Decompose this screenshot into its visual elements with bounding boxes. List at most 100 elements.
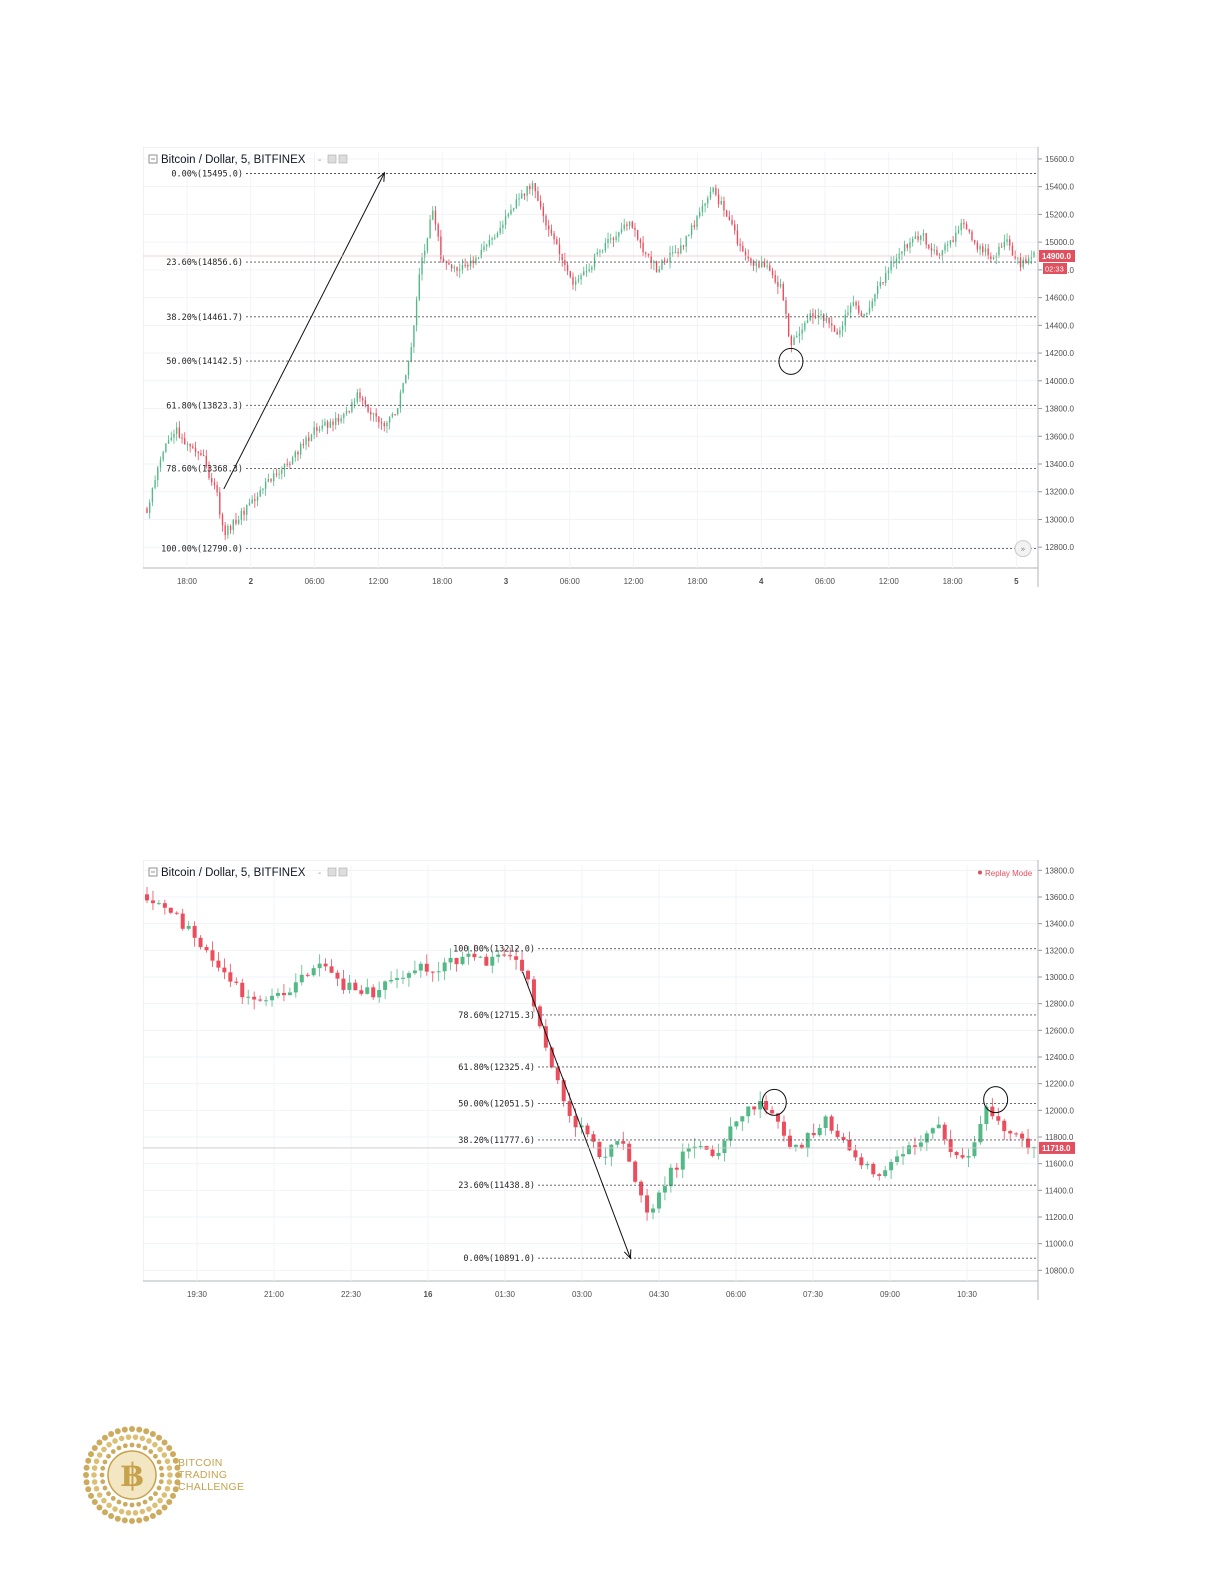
candle-body (205, 455, 208, 467)
fib-level-label: 23.60%(14856.6) (166, 258, 243, 268)
y-tick-label: 13600.0 (1045, 432, 1074, 441)
candle-body (270, 995, 275, 1001)
candle-body (577, 279, 580, 281)
fib-level-label: 61.80%(12325.4) (458, 1063, 535, 1073)
trend-arrow-head (623, 1249, 632, 1260)
candle-body (351, 402, 353, 412)
candle-body (674, 251, 677, 253)
candle-body (380, 422, 383, 424)
candle-body (918, 1142, 923, 1147)
y-tick-label: 10800.0 (1045, 1266, 1074, 1275)
candle-body (194, 447, 197, 452)
logo-dot (156, 1459, 162, 1465)
candle-body (367, 404, 369, 412)
logo-dot (136, 1501, 142, 1507)
candle-body (766, 265, 768, 267)
candle-body (198, 937, 203, 948)
logo-dot (99, 1472, 105, 1478)
candle-body (871, 1163, 876, 1175)
candle-body (763, 262, 766, 267)
candle-body (920, 235, 922, 240)
candle-body (192, 925, 197, 938)
candle-body (483, 246, 485, 250)
plot-area (143, 147, 1039, 569)
candle-body (216, 960, 221, 968)
logo-dot (143, 1428, 150, 1435)
candle-body (669, 252, 671, 263)
candle-body (626, 224, 628, 227)
candle-body (464, 264, 466, 266)
candle-body (165, 443, 167, 452)
fib-level-label: 38.20%(11777.6) (458, 1136, 535, 1146)
candle-body (146, 508, 148, 513)
candle-body (885, 273, 887, 284)
candle-body (610, 238, 612, 240)
logo-dot (108, 1512, 115, 1519)
logo-dot (85, 1457, 92, 1464)
candle-body (145, 894, 149, 901)
candle-body (957, 230, 960, 233)
candle-body (453, 267, 456, 269)
candle-body (418, 963, 423, 971)
candle-body (996, 1116, 1001, 1121)
candle-body (779, 284, 782, 287)
y-tick-label: 12800.0 (1045, 543, 1074, 552)
candle-body (889, 1161, 894, 1171)
candle-body (871, 301, 873, 308)
logo-graphic: ฿ BITCOIN TRADING CHALLENGE (83, 1426, 244, 1524)
candle-body (480, 249, 483, 258)
candle-body (313, 427, 315, 435)
candle-body (723, 200, 725, 211)
candle-body (329, 966, 334, 973)
candle-body (184, 438, 186, 445)
candle-body (460, 956, 465, 965)
fib-level-label: 78.60%(12715.3) (458, 1011, 535, 1021)
candle-body (604, 242, 607, 251)
candle-body (543, 1026, 548, 1048)
candle-body (442, 258, 445, 262)
candle-body (690, 225, 693, 235)
candle-body (607, 239, 609, 243)
logo-dot (110, 1449, 116, 1454)
logo-dot (146, 1506, 152, 1512)
candle-body (332, 421, 334, 425)
candle-body (347, 982, 352, 990)
logo-dot (136, 1443, 142, 1449)
candle-body (710, 1149, 715, 1156)
candle-body (941, 250, 944, 256)
current-price-label: 14900.0 (1042, 252, 1071, 261)
candle-body (148, 502, 151, 513)
candle-body (353, 982, 358, 991)
x-tick-label: 18:00 (687, 577, 708, 586)
candle-body (529, 186, 531, 190)
candle-body (712, 187, 714, 192)
candle-body (812, 313, 814, 317)
candle-body (906, 244, 908, 248)
y-tick-label: 15200.0 (1045, 210, 1074, 219)
candle-body (534, 183, 536, 192)
logo-dot (143, 1515, 150, 1522)
candle-body (868, 307, 871, 313)
candle-body (924, 1133, 929, 1143)
x-tick-label: 03:00 (572, 1290, 593, 1299)
y-tick-label: 11600.0 (1045, 1160, 1074, 1169)
candle-body (488, 239, 491, 246)
candle-body (192, 446, 194, 448)
candle-body (318, 428, 321, 431)
candle-body (704, 203, 706, 206)
y-tick-label: 11800.0 (1045, 1133, 1074, 1142)
candle-body (893, 262, 895, 264)
candle-body (914, 236, 917, 239)
candle-body (982, 246, 984, 253)
logo-dot (88, 1451, 95, 1458)
candle-body (558, 244, 561, 254)
logo-dot (152, 1502, 158, 1509)
candle-body (407, 360, 410, 376)
candle-body (863, 314, 865, 317)
y-tick-label: 12800.0 (1045, 1000, 1074, 1009)
candle-body (672, 252, 674, 254)
x-tick-label: 01:30 (495, 1290, 516, 1299)
replay-mode-badge: Replay Mode (985, 869, 1033, 878)
candle-body (859, 1157, 864, 1166)
candle-body (847, 1139, 852, 1151)
